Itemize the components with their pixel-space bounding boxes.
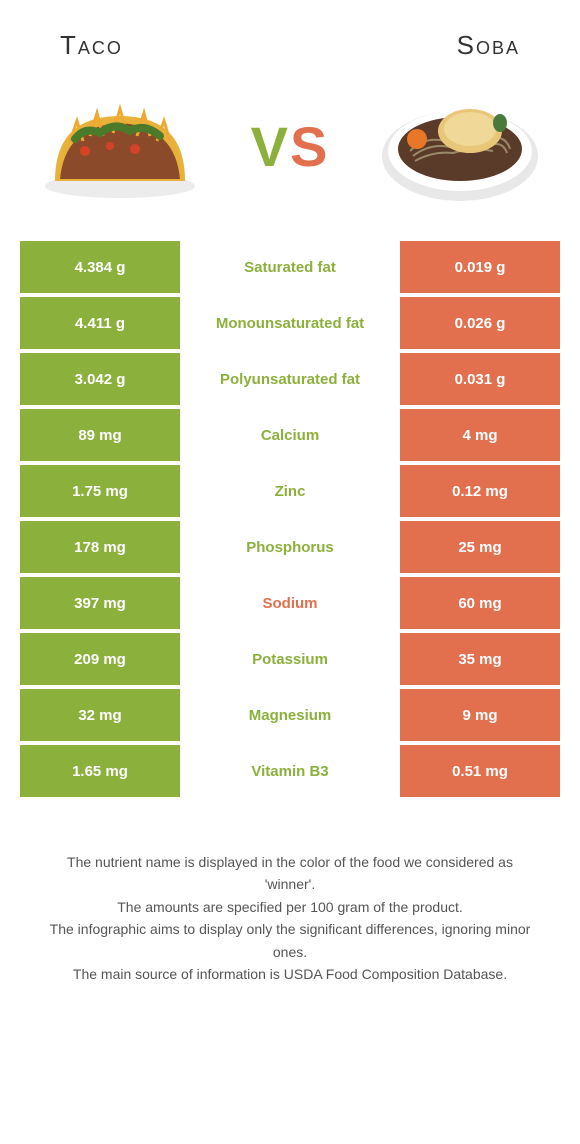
nutrient-label-cell: Polyunsaturated fat — [184, 353, 396, 405]
left-value-cell: 32 mg — [20, 689, 180, 741]
left-value-cell: 4.384 g — [20, 241, 180, 293]
nutrient-label-cell: Calcium — [184, 409, 396, 461]
left-value-cell: 1.65 mg — [20, 745, 180, 797]
table-row: 397 mgSodium60 mg — [20, 577, 560, 629]
food-images-row: VS — [20, 81, 560, 241]
nutrient-label-cell: Magnesium — [184, 689, 396, 741]
right-value-cell: 0.12 mg — [400, 465, 560, 517]
left-value-cell: 178 mg — [20, 521, 180, 573]
left-value-cell: 4.411 g — [20, 297, 180, 349]
soba-image — [370, 81, 550, 211]
nutrient-label-cell: Saturated fat — [184, 241, 396, 293]
nutrient-label-cell: Vitamin B3 — [184, 745, 396, 797]
left-value-cell: 3.042 g — [20, 353, 180, 405]
right-value-cell: 0.031 g — [400, 353, 560, 405]
right-value-cell: 4 mg — [400, 409, 560, 461]
left-value-cell: 1.75 mg — [20, 465, 180, 517]
nutrient-label-cell: Sodium — [184, 577, 396, 629]
right-value-cell: 25 mg — [400, 521, 560, 573]
taco-image — [30, 81, 210, 211]
table-row: 178 mgPhosphorus25 mg — [20, 521, 560, 573]
right-value-cell: 0.026 g — [400, 297, 560, 349]
nutrient-label-cell: Phosphorus — [184, 521, 396, 573]
footer-line-4: The main source of information is USDA F… — [40, 963, 540, 985]
right-value-cell: 0.019 g — [400, 241, 560, 293]
footer-line-2: The amounts are specified per 100 gram o… — [40, 896, 540, 918]
footer-notes: The nutrient name is displayed in the co… — [20, 801, 560, 985]
table-row: 1.75 mgZinc0.12 mg — [20, 465, 560, 517]
left-value-cell: 89 mg — [20, 409, 180, 461]
table-row: 3.042 gPolyunsaturated fat0.031 g — [20, 353, 560, 405]
table-row: 4.384 gSaturated fat0.019 g — [20, 241, 560, 293]
right-value-cell: 9 mg — [400, 689, 560, 741]
right-value-cell: 0.51 mg — [400, 745, 560, 797]
table-row: 4.411 gMonounsaturated fat0.026 g — [20, 297, 560, 349]
left-value-cell: 397 mg — [20, 577, 180, 629]
vs-label: VS — [251, 114, 330, 179]
table-row: 32 mgMagnesium9 mg — [20, 689, 560, 741]
nutrient-table: 4.384 gSaturated fat0.019 g4.411 gMonoun… — [20, 241, 560, 797]
vs-v-letter: V — [251, 115, 290, 178]
table-row: 209 mgPotassium35 mg — [20, 633, 560, 685]
table-row: 1.65 mgVitamin B30.51 mg — [20, 745, 560, 797]
table-row: 89 mgCalcium4 mg — [20, 409, 560, 461]
nutrient-label-cell: Zinc — [184, 465, 396, 517]
right-value-cell: 35 mg — [400, 633, 560, 685]
vs-s-letter: S — [290, 115, 329, 178]
footer-line-3: The infographic aims to display only the… — [40, 918, 540, 963]
left-value-cell: 209 mg — [20, 633, 180, 685]
left-food-title: Taco — [60, 30, 123, 61]
right-food-title: Soba — [457, 30, 520, 61]
footer-line-1: The nutrient name is displayed in the co… — [40, 851, 540, 896]
nutrient-label-cell: Monounsaturated fat — [184, 297, 396, 349]
right-value-cell: 60 mg — [400, 577, 560, 629]
header-titles: Taco Soba — [20, 20, 560, 81]
nutrient-label-cell: Potassium — [184, 633, 396, 685]
